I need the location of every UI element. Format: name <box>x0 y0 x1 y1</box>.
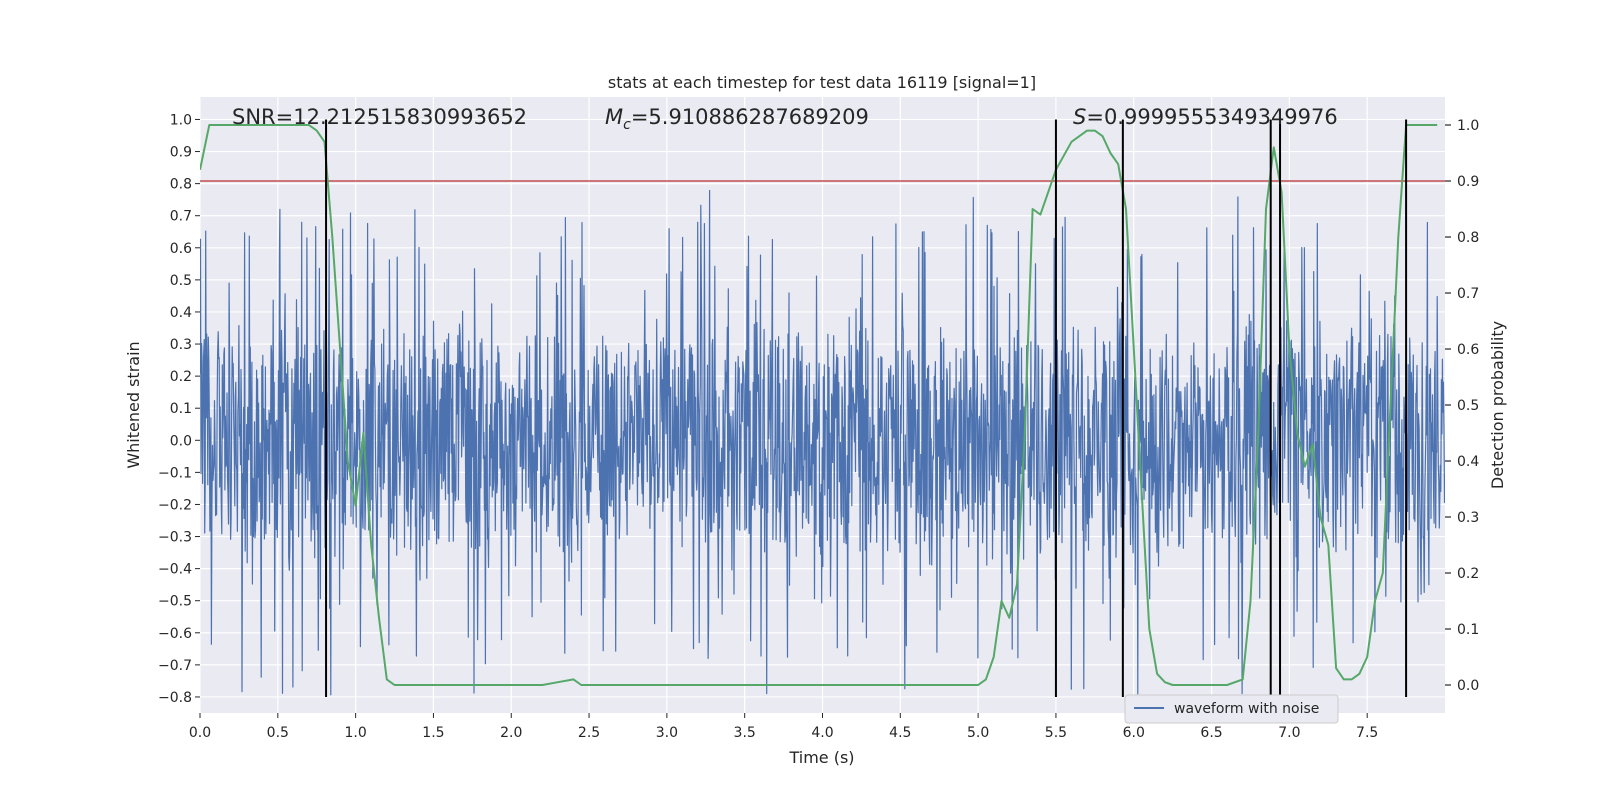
detection-score-value: =0.9999555349349976 <box>1086 105 1337 129</box>
probability-line <box>200 124 1438 686</box>
legend-label: waveform with noise <box>1174 701 1319 717</box>
y-tick-label: −0.3 <box>158 530 192 546</box>
legend: waveform with noise <box>1124 694 1339 724</box>
chirp-mass-symbol: M <box>605 105 623 129</box>
y-tick-label: 0.2 <box>170 369 192 385</box>
x-tick-label: 2.5 <box>578 725 600 741</box>
y-tick-label: 0.8 <box>170 177 192 193</box>
y-tick-label: −0.1 <box>158 465 192 481</box>
chirp-mass-subscript: c <box>623 117 631 133</box>
y-right-tick-label: 0.8 <box>1457 230 1479 246</box>
x-tick-label: 4.0 <box>811 725 833 741</box>
x-tick-label: 5.0 <box>967 725 989 741</box>
y-right-tick-label: 0.2 <box>1457 566 1479 582</box>
y-right-tick-label: 0.1 <box>1457 622 1479 638</box>
x-tick-label: 7.5 <box>1356 725 1378 741</box>
y-right-axis-label: Detection probability <box>1488 321 1507 489</box>
x-tick-label: 7.0 <box>1278 725 1300 741</box>
x-tick-label: 4.5 <box>889 725 911 741</box>
y-tick-label: 0.5 <box>170 273 192 289</box>
detection-score-symbol: S <box>1073 105 1086 129</box>
x-tick-label: 0.5 <box>267 725 289 741</box>
y-tick-label: −0.7 <box>158 658 192 674</box>
y-tick-label: −0.4 <box>158 562 192 578</box>
y-tick-label: 0.7 <box>170 209 192 225</box>
x-axis-ticks: 0.0 0.5 1.0 1.5 2.0 2.5 3.0 3.5 4.0 4.5 5.0 5.5 6.0 6… <box>189 713 1378 741</box>
y-right-tick-label: 1.0 <box>1457 118 1479 134</box>
legend-box <box>1124 694 1339 724</box>
y-right-tick-label: 0.4 <box>1457 454 1479 470</box>
probability-series <box>200 124 1438 686</box>
waveform-line <box>200 189 1445 696</box>
y-tick-label: −0.6 <box>158 626 192 642</box>
y-right-tick-label: 0.9 <box>1457 174 1479 190</box>
y-tick-label: 0.4 <box>170 305 192 321</box>
y-tick-label: −0.8 <box>158 690 192 706</box>
y-tick-label: 0.6 <box>170 241 192 257</box>
y-right-tick-label: 0.6 <box>1457 342 1479 358</box>
x-tick-label: 0.0 <box>189 725 211 741</box>
y-right-axis-ticks: 0.0 0.1 0.2 0.3 0.4 0.5 0.6 0.7 0.8 0.9 1.0 <box>1445 118 1479 694</box>
x-tick-label: 6.5 <box>1200 725 1222 741</box>
x-tick-label: 1.0 <box>344 725 366 741</box>
y-tick-label: −0.5 <box>158 594 192 610</box>
y-axis-ticks: −0.8 −0.7 −0.6 −0.5 −0.4 −0.3 −0.2 −0.1 0.0 0.1 0.… <box>158 112 200 706</box>
y-right-tick-label: 0.5 <box>1457 398 1479 414</box>
y-tick-label: −0.2 <box>158 497 192 513</box>
x-tick-label: 1.5 <box>422 725 444 741</box>
x-tick-label: 5.5 <box>1045 725 1067 741</box>
y-right-tick-label: 0.3 <box>1457 510 1479 526</box>
y-tick-label: 0.0 <box>170 433 192 449</box>
x-tick-label: 3.5 <box>734 725 756 741</box>
y-right-tick-label: 0.7 <box>1457 286 1479 302</box>
chirp-mass-annotation: Mc=5.910886287689209 <box>605 105 869 133</box>
y-right-tick-label: 0.0 <box>1457 678 1479 694</box>
y-axis-label: Whitened strain <box>124 341 143 468</box>
chart-title: stats at each timestep for test data 161… <box>608 73 1036 92</box>
x-tick-label: 2.0 <box>500 725 522 741</box>
chirp-mass-value: =5.910886287689209 <box>631 105 869 129</box>
snr-annotation: SNR=12.212515830993652 <box>232 105 527 129</box>
y-tick-label: 1.0 <box>170 112 192 128</box>
x-tick-label: 3.0 <box>656 725 678 741</box>
y-tick-label: 0.9 <box>170 145 192 161</box>
x-tick-label: 6.0 <box>1123 725 1145 741</box>
detection-score-annotation: S=0.9999555349349976 <box>1073 105 1338 129</box>
y-tick-label: 0.1 <box>170 401 192 417</box>
waveform-series <box>200 189 1445 696</box>
event-markers <box>325 119 1408 697</box>
y-tick-label: 0.3 <box>170 337 192 353</box>
x-axis-label: Time (s) <box>788 748 854 767</box>
